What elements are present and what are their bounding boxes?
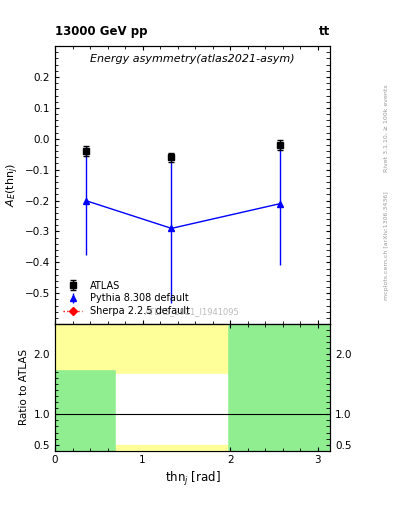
- Y-axis label: Ratio to ATLAS: Ratio to ATLAS: [20, 349, 29, 425]
- Text: mcplots.cern.ch [arXiv:1306.3436]: mcplots.cern.ch [arXiv:1306.3436]: [384, 191, 389, 300]
- Legend: ATLAS, Pythia 8.308 default, Sherpa 2.2.5 default: ATLAS, Pythia 8.308 default, Sherpa 2.2.…: [60, 278, 193, 319]
- Y-axis label: $A_E(\mathrm{thn}_j)$: $A_E(\mathrm{thn}_j)$: [4, 163, 21, 207]
- Text: 13000 GeV pp: 13000 GeV pp: [55, 25, 147, 38]
- Text: tt: tt: [319, 25, 330, 38]
- Text: Rivet 3.1.10, ≥ 100k events: Rivet 3.1.10, ≥ 100k events: [384, 84, 389, 172]
- Text: ATLAS_2021_I1941095: ATLAS_2021_I1941095: [145, 307, 240, 316]
- Text: Energy asymmetry(atlas2021-asym): Energy asymmetry(atlas2021-asym): [90, 54, 295, 65]
- X-axis label: $\mathrm{thn}_j$ [rad]: $\mathrm{thn}_j$ [rad]: [165, 470, 220, 487]
